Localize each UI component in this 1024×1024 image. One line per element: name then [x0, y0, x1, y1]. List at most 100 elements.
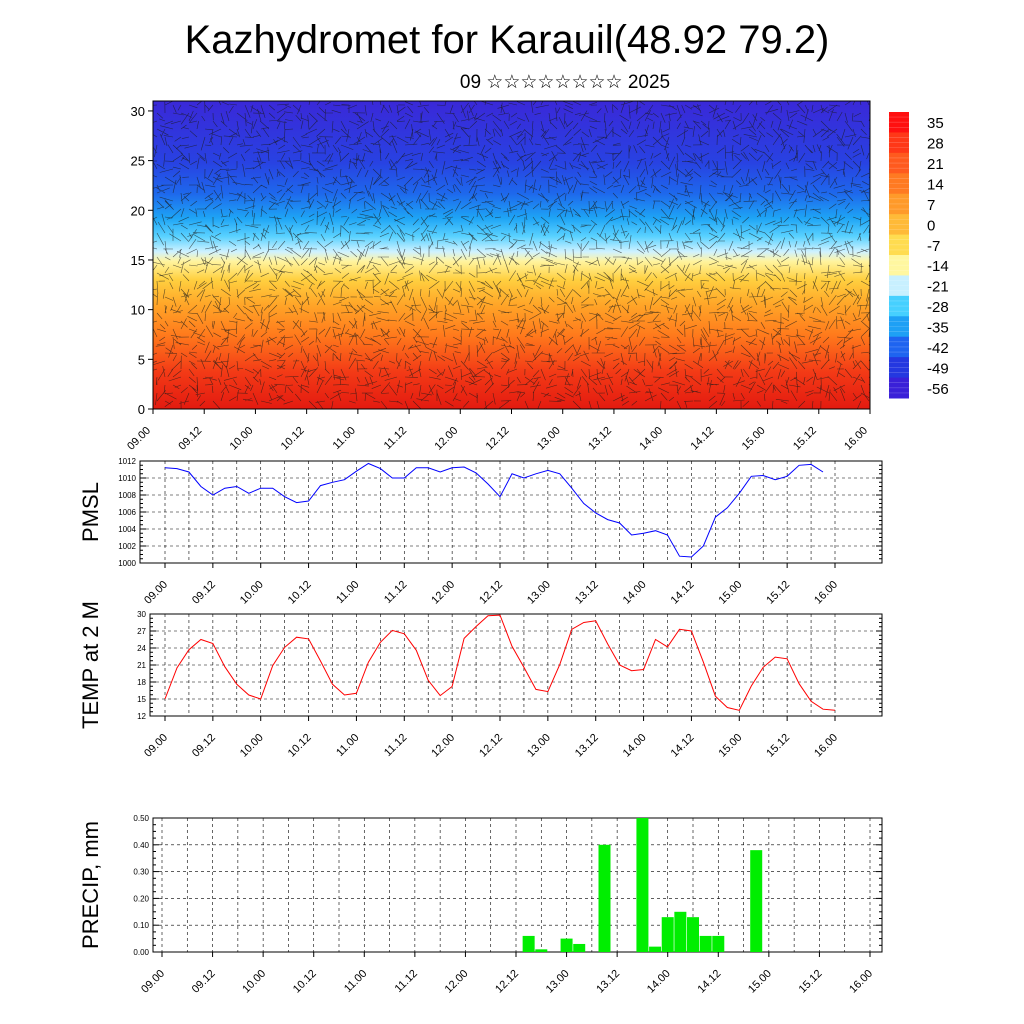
precip-bar	[699, 935, 712, 952]
y-tick-label: 20	[131, 203, 145, 218]
x-tick-label: 16.00	[847, 968, 875, 996]
panel-frame	[152, 817, 883, 953]
x-tick-label: 16.00	[842, 425, 870, 453]
colorbar-swatch	[889, 132, 909, 154]
chart-subtitle: 09 ☆☆☆☆☆☆☆☆ 2025	[459, 72, 671, 93]
y-tick-label: 0.50	[133, 814, 149, 823]
colorbar-label: -35	[927, 320, 949, 337]
x-tick-label: 13.00	[525, 732, 553, 760]
x-tick-label: 11.12	[393, 968, 420, 995]
precip-bar	[573, 943, 586, 952]
precip-bar	[687, 917, 699, 952]
colorbar-label: -56	[927, 381, 949, 398]
colorbar-swatch	[889, 295, 909, 317]
x-tick-label: 16.00	[812, 732, 840, 760]
cross-section-fill	[153, 101, 870, 409]
y-axis-title: PMSL	[78, 482, 103, 542]
x-tick-label: 09.12	[190, 968, 218, 996]
y-axis-title: PRECIP, mm	[78, 821, 103, 949]
precip-bar	[522, 935, 535, 952]
x-tick-label: 12.00	[429, 579, 457, 607]
x-tick-label: 13.12	[573, 732, 601, 760]
x-tick-label: 13.00	[525, 579, 553, 607]
x-tick-label: 15.00	[746, 968, 774, 996]
x-tick-label: 14.00	[621, 579, 649, 607]
x-tick-label: 15.00	[716, 579, 744, 607]
y-tick-label: 12	[137, 712, 146, 721]
x-tick-label: 09.00	[142, 579, 170, 607]
precip-bar	[712, 935, 725, 952]
y-tick-label: 25	[131, 154, 145, 169]
precip-bar	[636, 818, 649, 952]
precip-bar	[661, 917, 674, 952]
colorbar-label: -42	[927, 340, 949, 357]
colorbar-swatch	[889, 234, 909, 256]
x-tick-label: 11.12	[382, 732, 409, 759]
x-tick-label: 09.12	[190, 579, 218, 607]
x-tick-label: 14.12	[695, 968, 723, 996]
x-tick-label: 15.12	[764, 579, 792, 607]
x-tick-label: 13.00	[544, 968, 572, 996]
colorbar-swatch	[889, 316, 909, 338]
x-tick-label: 11.00	[331, 425, 358, 452]
x-tick-label: 11.00	[334, 732, 361, 759]
precip-bar	[649, 946, 662, 952]
pmsl-panel: 1000 1002 1004 1006 1008 1010 1012 09.00 09.12 10…	[78, 457, 883, 607]
colorbar-swatch	[889, 275, 909, 297]
y-tick-label: 0.00	[133, 948, 149, 957]
colorbar-swatch	[889, 152, 909, 174]
x-tick-label: 10.12	[286, 579, 314, 607]
x-tick-label: 12.12	[484, 425, 512, 453]
x-tick-label: 10.00	[240, 968, 268, 996]
y-tick-label: 30	[131, 104, 145, 119]
x-tick-label: 11.12	[382, 579, 409, 606]
x-tick-label: 10.12	[286, 732, 314, 760]
x-tick-label: 09.00	[139, 968, 167, 996]
temperature-panel: 12 15 18 21 24 27 30 09.00 09.12 10.00 10.12 11.00 1…	[78, 601, 883, 760]
x-tick-label: 10.00	[238, 732, 266, 760]
colorbar-label: -21	[927, 279, 949, 296]
colorbar-label: 0	[927, 217, 935, 234]
y-tick-label: 1000	[118, 559, 136, 568]
colorbar-label: -7	[927, 238, 940, 255]
x-tick-label: 11.12	[382, 425, 409, 452]
y-tick-label: 1004	[118, 525, 136, 534]
colorbar-label: 14	[927, 177, 944, 194]
x-tick-label: 13.12	[594, 968, 622, 996]
y-tick-label: 10	[131, 303, 145, 318]
x-tick-label: 15.00	[740, 425, 768, 453]
colorbar-label: -28	[927, 299, 949, 316]
x-tick-label: 10.00	[228, 425, 256, 453]
y-tick-label: 27	[137, 627, 146, 636]
y-tick-label: 0	[138, 402, 145, 417]
x-tick-label: 12.12	[477, 732, 505, 760]
x-tick-label: 09.12	[176, 425, 204, 453]
colorbar-swatch	[889, 193, 909, 215]
y-tick-label: 0.40	[133, 841, 149, 850]
colorbar-label: 28	[927, 136, 944, 153]
y-tick-label: 0.20	[133, 894, 149, 903]
precip-bar	[674, 911, 687, 952]
colorbar-label: 21	[927, 156, 944, 173]
y-tick-label: 15	[131, 253, 145, 268]
x-tick-label: 15.12	[764, 732, 792, 760]
y-tick-label: 18	[137, 678, 146, 687]
x-tick-label: 10.12	[279, 425, 307, 453]
colorbar-label: 35	[927, 115, 944, 132]
x-tick-label: 14.12	[669, 732, 697, 760]
y-tick-label: 30	[137, 610, 146, 619]
precipitation-panel: 0.00 0.10 0.20 0.30 0.40 0.50 09.00 09.12 10.00 1…	[78, 814, 883, 996]
x-tick-label: 14.12	[669, 579, 697, 607]
colorbar-label: 7	[927, 197, 935, 214]
x-tick-label: 11.00	[342, 968, 369, 995]
wind-barbs	[153, 101, 870, 409]
y-tick-label: 0.10	[133, 921, 149, 930]
colorbar-swatch	[889, 112, 909, 133]
colorbar: 35 28 21 14 7 0 -7 -14 -21 -28 -35 -42 -49 -56	[889, 112, 949, 399]
panel-grid	[150, 613, 882, 717]
y-tick-label: 1006	[118, 508, 136, 517]
x-tick-label: 14.12	[689, 425, 717, 453]
x-tick-label: 12.00	[429, 732, 457, 760]
x-tick-label: 14.00	[621, 732, 649, 760]
cross-section-panel: 0 5 10 15 20 25 30 09.00 09.12 10.00 10.12 11.00 11.…	[125, 100, 871, 453]
